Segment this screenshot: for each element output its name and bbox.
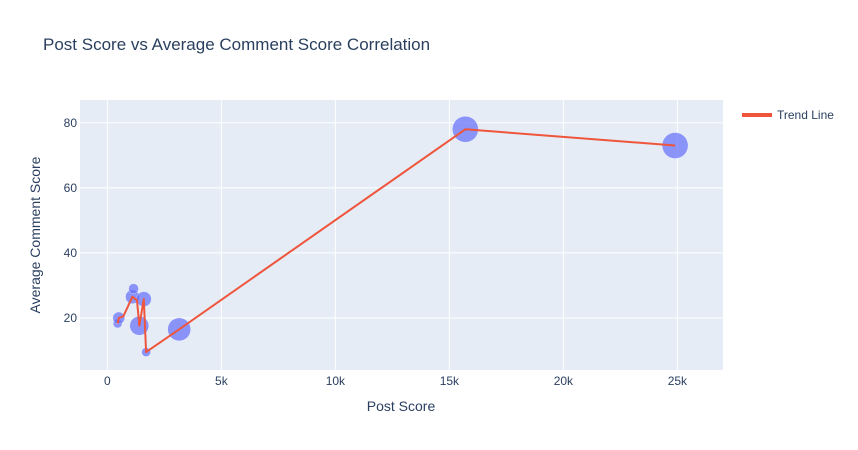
x-axis: 0 5k 10k 15k 20k 25k bbox=[104, 374, 688, 388]
y-tick-label: 40 bbox=[64, 246, 78, 260]
trend-line[interactable] bbox=[116, 128, 676, 354]
y-tick-label: 20 bbox=[64, 311, 78, 325]
x-tick-label: 15k bbox=[440, 374, 460, 388]
x-tick-label: 10k bbox=[326, 374, 346, 388]
bubble-point[interactable] bbox=[661, 132, 689, 159]
y-axis-title: Average Comment Score bbox=[27, 156, 43, 313]
chart-title: Post Score vs Average Comment Score Corr… bbox=[43, 35, 430, 54]
legend[interactable]: Trend Line bbox=[742, 108, 834, 122]
y-tick-label: 60 bbox=[64, 181, 78, 195]
y-axis: 20 40 60 80 bbox=[64, 116, 78, 325]
x-tick-label: 0 bbox=[104, 374, 111, 388]
legend-label-trend-line: Trend Line bbox=[777, 108, 834, 122]
grid-lines bbox=[80, 100, 723, 370]
trend-series bbox=[116, 128, 676, 354]
x-tick-label: 20k bbox=[554, 374, 574, 388]
x-tick-label: 5k bbox=[215, 374, 229, 388]
x-tick-label: 25k bbox=[668, 374, 688, 388]
bubble-series bbox=[112, 116, 689, 357]
bubble-point[interactable] bbox=[128, 283, 139, 294]
x-axis-title: Post Score bbox=[367, 398, 436, 414]
y-tick-label: 80 bbox=[64, 116, 78, 130]
